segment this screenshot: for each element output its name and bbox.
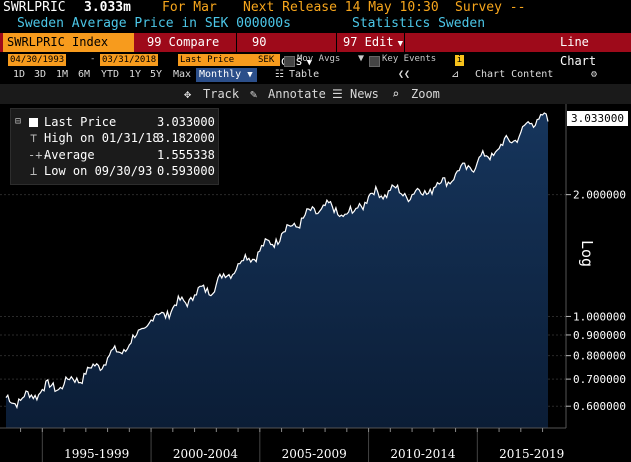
ticker-bar: SWRLPRIC 3.033m For Mar Next Release 14 … [0,0,631,16]
chevron-down-icon[interactable]: ▼ [358,53,365,64]
description-bar: Sweden Average Price in SEK 000000s Stat… [0,16,631,32]
period-max[interactable]: Max [173,69,192,80]
chevron-down-icon: ▼ [397,39,403,49]
price-area [6,113,548,428]
legend-avg-row: -+- Average 1.555338 [11,148,218,163]
legend-low-label: Low on 09/30/93 [44,164,153,178]
x-tick-label: 2000-2004 [173,447,238,461]
field-label: Last Price [180,55,235,65]
x-axis: 1995-1999 2000-2004 2005-2009 2010-2014 2015… [20,428,564,462]
compare-label: 99 Compare [147,35,220,49]
chevron-down-icon: ▼ [247,70,253,80]
y-tick-label: 0.600000 [573,400,626,413]
security-description: Sweden Average Price in SEK 000000s [17,16,291,31]
mov-avgs-label: Mov Avgs [297,54,341,64]
chart-legend: ⊟ Last Price 3.033000 ⊤ High on 01/31/18… [10,108,219,185]
function-bar: SWRLPRIC Index 99 Compare 90 Actions▼ 97… [0,33,631,68]
collapse-legend-icon[interactable]: ⊟ [15,116,22,127]
next-release: Next Release 14 May 10:30 [243,0,439,15]
last-price-swatch [29,118,38,127]
chart-toolbar [0,84,631,104]
legend-avg-value: 1.555338 [157,148,215,162]
legend-last-row: Last Price 3.033000 [11,115,218,130]
last-value-tag: 3.033000 [567,111,628,126]
average-marker-icon: -+- [28,148,50,162]
x-tick-label: 1995-1999 [64,447,129,461]
date-controls: 04/30/1993 - 03/31/2018 Last Price SEK M… [0,53,631,68]
legend-last-value: 3.033000 [157,115,215,129]
low-marker-icon: ⊥ [30,164,38,178]
legend-high-value: 3.182000 [157,131,215,145]
key-events-label: Key Events [382,54,437,64]
chart-content-button[interactable]: Chart Content [475,69,554,80]
annotate-icon: ✎ [250,87,258,101]
edit-label: 97 Edit [343,35,394,49]
period-3d[interactable]: 3D [34,69,47,80]
frequency-label: Monthly [199,69,242,80]
period-ytd[interactable]: YTD [101,69,120,80]
legend-low-row: ⊥ Low on 09/30/93 0.593000 [11,164,218,179]
y-axis: 0.600000 0.700000 0.800000 0.900000 1.000000… [566,189,626,413]
start-date-field[interactable]: 04/30/1993 [8,54,67,66]
collapse-icon[interactable]: ❮❮ [398,69,411,80]
y-tick-label: 0.800000 [573,350,626,363]
table-button[interactable]: Table [289,69,320,80]
table-icon[interactable]: ☷ [275,69,284,80]
info-icon[interactable]: i [455,55,464,66]
period-1m[interactable]: 1M [56,69,69,80]
x-tick-label: 2010-2014 [390,447,455,461]
currency-label: SEK [258,55,275,65]
mov-avgs-checkbox[interactable] [284,56,295,67]
edit-menu[interactable]: 97 Edit ▼ [343,33,403,52]
gear-icon[interactable]: ⚙ [591,69,598,80]
field-select[interactable]: Last Price [178,54,256,66]
annotate-button[interactable]: Annotate [268,87,326,101]
key-events-checkbox[interactable] [369,56,380,67]
price-chart[interactable]: 0.600000 0.700000 0.800000 0.900000 1.000000… [0,104,631,462]
period-5y[interactable]: 5Y [150,69,163,80]
legend-avg-label: Average [44,148,95,162]
y-tick-label: 2.000000 [573,189,626,202]
price-line [5,112,549,410]
frequency-select[interactable]: Monthly ▼ [196,68,257,82]
ticker-symbol: SWRLPRIC [3,0,66,15]
security-field[interactable]: SWRLPRIC Index [3,33,134,52]
track-icon: ✥ [184,87,192,101]
compare-button[interactable]: 99 Compare [147,33,232,52]
y-tick-label: 0.700000 [573,373,626,386]
log-scale-label: Log [578,240,596,268]
news-button[interactable]: News [350,87,379,101]
legend-low-value: 0.593000 [157,164,215,178]
period-1y[interactable]: 1Y [129,69,142,80]
release-period: For Mar [162,0,217,15]
zoom-button[interactable]: Zoom [411,87,440,101]
x-tick-label: 2005-2009 [282,447,347,461]
survey: Survey -- [455,0,526,15]
end-date-field[interactable]: 03/31/2018 [100,54,159,66]
chevron-down-icon: ▼ [306,58,312,68]
currency-select[interactable]: SEK [256,54,280,66]
date-separator: - [90,54,96,64]
period-6m[interactable]: 6M [78,69,91,80]
news-icon: ☰ [332,87,343,101]
legend-high-label: High on 01/31/18 [44,131,160,145]
period-1d[interactable]: 1D [13,69,26,80]
chart-content-icon[interactable]: ⊿ [451,69,460,80]
y-tick-label: 1.000000 [573,310,626,323]
search-icon: ⌕ [392,87,400,101]
legend-high-row: ⊤ High on 01/31/18 3.182000 [11,131,218,146]
x-tick-label: 2015-2019 [499,447,564,461]
y-tick-label: 0.900000 [573,329,626,342]
data-source: Statistics Sweden [352,16,486,31]
chart-type[interactable]: Line Chart [560,35,597,68]
track-button[interactable]: Track [203,87,240,101]
high-marker-icon: ⊤ [30,131,38,145]
actions-menu[interactable]: 90 Actions▼ [252,33,332,68]
ticker-price: 3.033m [84,0,131,15]
legend-last-label: Last Price [44,115,117,129]
